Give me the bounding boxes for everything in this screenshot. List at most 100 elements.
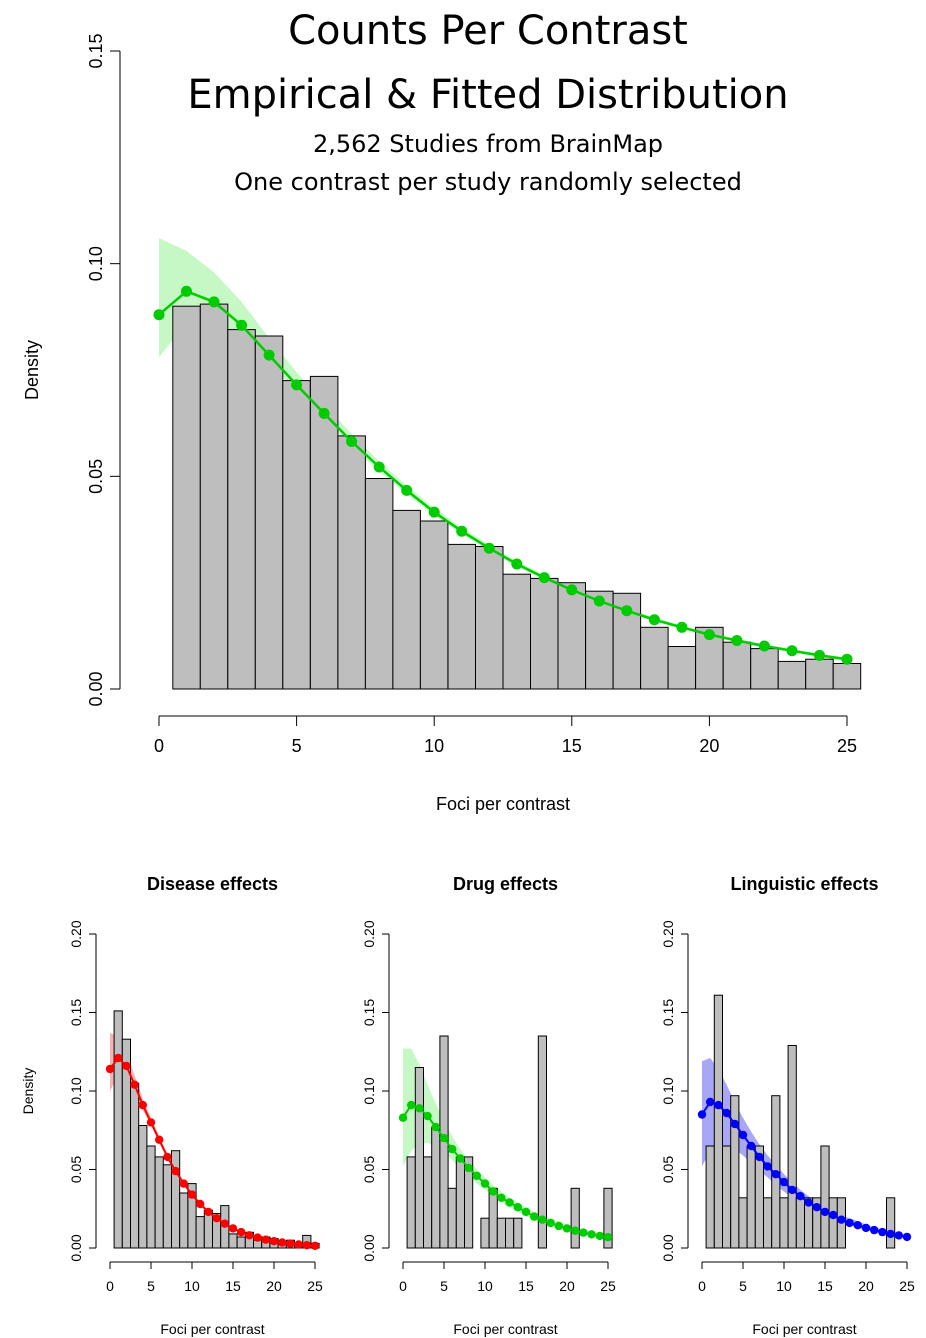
drug-effects-x-tick-label-5: 5 xyxy=(440,1278,448,1294)
counts-per-contrast-y-tick-label-1: 0.05 xyxy=(86,459,106,494)
linguistic-effects-bar-5 xyxy=(738,1197,748,1249)
drug-effects-bar-6 xyxy=(447,1187,457,1249)
linguistic-effects-x-tick-label-15: 15 xyxy=(817,1278,833,1294)
linguistic-effects-fit-point-16 xyxy=(829,1210,838,1220)
counts-per-contrast-fit-point-25 xyxy=(841,653,853,665)
drug-effects-y-tick-label-1: 0.05 xyxy=(361,1156,377,1183)
disease-effects-fit-point-14 xyxy=(220,1219,229,1228)
disease-effects-x-tick-label-0: 0 xyxy=(106,1278,114,1294)
drug-effects-fit-point-13 xyxy=(505,1198,514,1207)
drug-effects-bar-11 xyxy=(488,1187,498,1249)
drug-effects-fit-point-23 xyxy=(587,1230,596,1239)
counts-per-contrast-fit-point-5 xyxy=(291,379,303,391)
linguistic-effects-x-tick-label-20: 20 xyxy=(858,1278,874,1294)
drug-effects-fit-point-10 xyxy=(480,1179,490,1188)
linguistic-effects-bar-1 xyxy=(705,1145,715,1249)
disease-effects-fit-point-5 xyxy=(146,1118,156,1127)
linguistic-effects-fit-point-4 xyxy=(730,1119,739,1129)
drug-effects-x-tick-label-10: 10 xyxy=(477,1278,493,1294)
drug-effects-bar-8 xyxy=(464,1156,474,1249)
drug-effects-fit-point-24 xyxy=(595,1231,604,1241)
counts-per-contrast-fit-point-14 xyxy=(538,572,550,584)
drug-effects-y-tick-label-2: 0.10 xyxy=(361,1077,377,1104)
counts-per-contrast-x-tick-label-0: 0 xyxy=(154,736,164,756)
drug-effects-fit-point-2 xyxy=(415,1104,424,1113)
drug-effects-fit-point-8 xyxy=(464,1163,473,1173)
counts-per-contrast-bar-24 xyxy=(805,658,834,690)
counts-per-contrast-bar-12 xyxy=(475,546,504,690)
counts-per-contrast-bar-6 xyxy=(309,375,339,690)
drug-effects-y-tick-label-0: 0.00 xyxy=(361,1234,377,1261)
drug-effects-fit-point-14 xyxy=(513,1203,522,1212)
linguistic-effects-title: Linguistic effects xyxy=(730,874,878,894)
counts-per-contrast-bar-23 xyxy=(777,660,807,690)
counts-per-contrast-fit-point-24 xyxy=(814,649,825,661)
linguistic-effects-fit-point-3 xyxy=(722,1108,731,1118)
disease-effects-bar-6 xyxy=(154,1156,164,1249)
disease-effects-bar-9 xyxy=(179,1192,189,1249)
disease-effects-fit-point-18 xyxy=(253,1233,262,1242)
counts-per-contrast-bar-13 xyxy=(502,573,531,690)
disease-effects-bar-7 xyxy=(162,1164,173,1249)
drug-effects-fit-point-3 xyxy=(423,1111,432,1121)
counts-per-contrast-x-tick-label-5: 5 xyxy=(292,736,302,756)
drug-effects-bar-12 xyxy=(496,1217,506,1249)
counts-per-contrast-bar-18 xyxy=(640,626,669,690)
linguistic-effects-fit-point-24 xyxy=(894,1231,903,1240)
counts-per-contrast-y-tick-label-2: 0.10 xyxy=(86,246,106,281)
linguistic-effects-fit-point-25 xyxy=(902,1232,912,1242)
disease-effects-fit-point-6 xyxy=(155,1135,164,1144)
linguistic-effects-y-tick-label-1: 0.05 xyxy=(660,1156,676,1183)
counts-per-contrast-fit-point-13 xyxy=(511,558,523,570)
drug-effects-x-tick-label-20: 20 xyxy=(559,1278,575,1294)
linguistic-effects-fit-point-5 xyxy=(738,1130,748,1140)
drug-effects-bar-13 xyxy=(505,1217,515,1249)
counts-per-contrast-fit-point-22 xyxy=(758,640,770,652)
drug-effects-bar-14 xyxy=(513,1217,523,1249)
disease-effects-bar-16 xyxy=(236,1236,246,1249)
counts-per-contrast-fit-point-7 xyxy=(346,436,358,447)
counts-per-contrast-bar-11 xyxy=(447,543,476,690)
counts-per-contrast-y-tick-label-0: 0.00 xyxy=(86,671,106,706)
counts-per-contrast-bar-5 xyxy=(282,380,311,690)
disease-effects-fit-point-1 xyxy=(114,1053,123,1063)
drug-effects-bar-7 xyxy=(455,1156,465,1249)
disease-effects-fit-point-9 xyxy=(179,1179,188,1188)
counts-per-contrast-fit-point-20 xyxy=(703,629,715,641)
drug-effects-fit-point-11 xyxy=(489,1187,498,1196)
disease-effects-bar-5 xyxy=(146,1145,156,1249)
drug-effects-bar-2 xyxy=(414,1067,424,1249)
disease-effects-fit-point-13 xyxy=(212,1214,221,1223)
linguistic-effects-x-tick-label-5: 5 xyxy=(739,1278,747,1294)
counts-per-contrast-fit-point-16 xyxy=(593,595,605,607)
drug-effects-bar-3 xyxy=(423,1156,433,1249)
drug-effects-bar-1 xyxy=(406,1156,416,1249)
counts-per-contrast-bar-19 xyxy=(667,646,697,690)
disease-effects-title: Disease effects xyxy=(147,874,278,894)
drug-effects-x-tick-label-25: 25 xyxy=(600,1278,616,1294)
linguistic-effects-x-axis-label: Foci per contrast xyxy=(752,1321,856,1337)
linguistic-effects-fit-point-20 xyxy=(861,1223,871,1233)
disease-effects-fit-point-23 xyxy=(294,1240,303,1249)
counts-per-contrast-fit-point-2 xyxy=(208,296,220,308)
counts-per-contrast-bar-16 xyxy=(585,590,614,690)
disease-effects-y-tick-label-3: 0.15 xyxy=(68,999,84,1026)
linguistic-effects-fit-point-22 xyxy=(878,1227,887,1237)
counts-per-contrast-bar-14 xyxy=(530,577,559,690)
disease-effects-fit-point-7 xyxy=(163,1152,172,1162)
counts-per-contrast-fit-point-18 xyxy=(648,614,660,626)
counts-per-contrast-bar-1 xyxy=(172,305,201,690)
disease-effects-bar-15 xyxy=(228,1233,238,1249)
linguistic-effects-fit-point-6 xyxy=(747,1141,756,1151)
drug-effects-x-tick-label-15: 15 xyxy=(518,1278,534,1294)
counts-per-contrast-x-tick-label-20: 20 xyxy=(699,736,719,756)
counts-per-contrast-y-tick-label-3: 0.15 xyxy=(86,33,106,68)
counts-per-contrast-fit-point-17 xyxy=(621,605,633,617)
disease-effects-y-axis-label: Density xyxy=(20,1068,36,1115)
counts-per-contrast-y-axis-label: Density xyxy=(22,340,42,400)
linguistic-effects-x-tick-label-10: 10 xyxy=(776,1278,792,1294)
disease-effects-y-tick-label-2: 0.10 xyxy=(68,1077,84,1104)
drug-effects-y-tick-label-3: 0.15 xyxy=(361,999,377,1026)
disease-effects-x-tick-label-15: 15 xyxy=(225,1278,241,1294)
counts-per-contrast-fit-point-4 xyxy=(263,349,275,361)
